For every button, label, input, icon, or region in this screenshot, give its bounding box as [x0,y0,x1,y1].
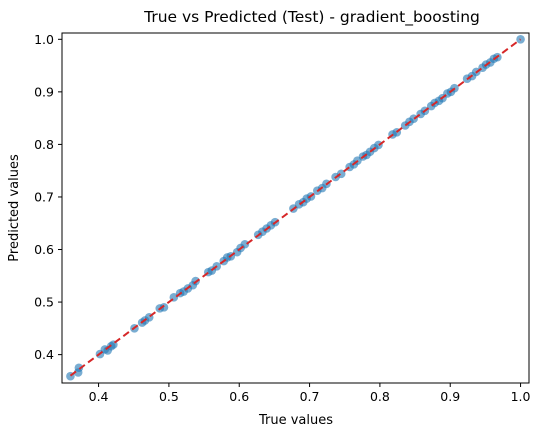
y-tick-label: 0.7 [34,189,54,204]
y-tick-label: 0.5 [34,295,54,310]
reference-line [69,38,522,377]
y-tick-label: 1.0 [34,32,54,47]
x-axis: 0.4 0.5 0.6 0.7 0.8 0.9 1.0 [89,383,531,404]
data-point [159,303,169,312]
x-tick-label: 0.4 [89,389,109,404]
data-point [74,363,84,373]
y-tick-label: 0.6 [34,242,54,257]
x-tick-label: 1.0 [511,389,531,404]
y-tick-label: 0.8 [34,137,54,152]
x-tick-label: 0.7 [300,389,320,404]
x-tick-label: 0.8 [370,389,390,404]
x-axis-label: True values [258,413,333,428]
y-tick-label: 0.9 [34,84,54,99]
y-axis: 0.4 0.5 0.6 0.7 0.8 0.9 1.0 [34,32,62,362]
x-tick-label: 0.5 [159,389,179,404]
x-tick-label: 0.6 [229,389,249,404]
x-tick-label: 0.9 [440,389,460,404]
chart-title: True vs Predicted (Test) - gradient_boos… [143,8,480,27]
y-axis-label: Predicted values [7,154,22,262]
y-tick-label: 0.4 [34,347,54,362]
